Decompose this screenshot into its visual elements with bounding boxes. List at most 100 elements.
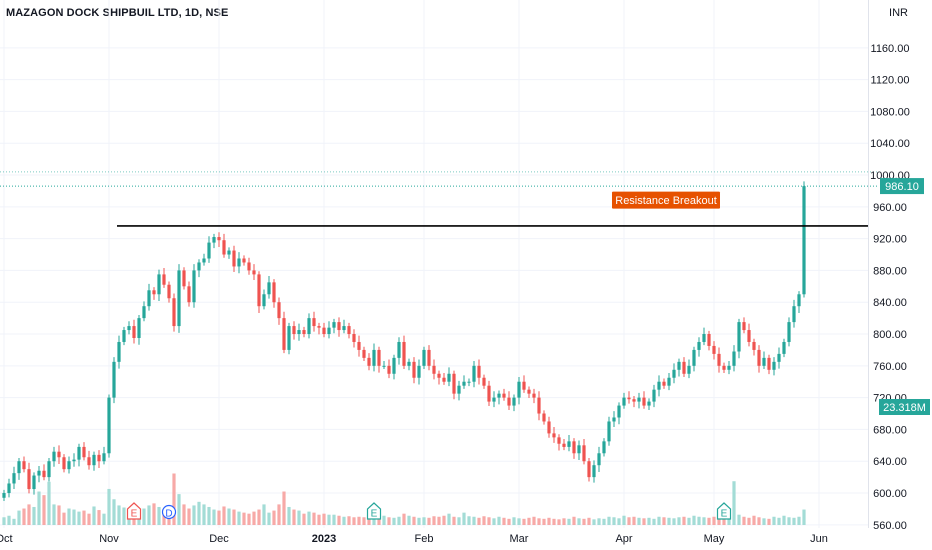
volume-bar — [232, 509, 236, 525]
volume-bar — [312, 512, 316, 525]
earnings-icon — [716, 502, 732, 520]
volume-bar — [237, 511, 241, 525]
candle-body — [372, 349, 376, 366]
volume-bar — [217, 510, 221, 525]
volume-bar — [597, 518, 601, 525]
volume-bar — [722, 518, 726, 525]
volume-bar — [642, 518, 646, 525]
candle-body — [327, 327, 331, 335]
volume-bar — [707, 517, 711, 525]
candle-body — [747, 330, 751, 342]
volume-bar — [477, 517, 481, 525]
candle-body — [692, 349, 696, 366]
volume-bar — [732, 481, 736, 525]
volume-bar — [417, 517, 421, 525]
volume-bar — [657, 516, 661, 525]
candle-body — [532, 393, 536, 398]
volume-bar — [277, 504, 281, 525]
volume-bar — [577, 518, 581, 525]
candle-body — [757, 349, 761, 366]
candle-body — [397, 341, 401, 358]
candle-body — [782, 341, 786, 354]
volume-bar — [787, 517, 791, 525]
candle-body — [187, 286, 191, 303]
event-marker-label: D — [165, 509, 172, 520]
volume-bar — [762, 518, 766, 525]
volume-bar — [482, 516, 486, 525]
volume-bar — [252, 511, 256, 525]
volume-bar — [77, 511, 81, 525]
candle-body — [37, 470, 41, 476]
candle-body — [257, 274, 261, 307]
volume-bar — [647, 517, 651, 525]
volume-bar — [557, 519, 561, 525]
earnings-icon — [126, 502, 142, 520]
volume-bar — [122, 507, 126, 525]
candle-body — [762, 357, 766, 366]
candle-body — [717, 353, 721, 366]
volume-bar — [507, 518, 511, 525]
volume-bar — [317, 514, 321, 525]
volume-bar — [387, 517, 391, 525]
volume-bar — [532, 516, 536, 525]
volume-bar — [692, 515, 696, 525]
volume-bar — [542, 518, 546, 525]
volume-bar — [32, 506, 36, 525]
volume-bar — [152, 503, 156, 525]
candle-body — [612, 417, 616, 422]
event-marker-label: E — [371, 509, 378, 520]
volume-bar — [92, 506, 96, 525]
candle-body — [47, 461, 51, 478]
volume-bar — [47, 481, 51, 525]
candle-body — [742, 322, 746, 331]
candle-body — [472, 365, 476, 382]
candle-body — [597, 453, 601, 466]
volume-bar — [172, 473, 176, 525]
y-tick-label: 840.00 — [873, 297, 907, 309]
candle-body — [702, 334, 706, 342]
annotation-label: Resistance Breakout — [615, 195, 717, 207]
volume-value: 23.318M — [883, 402, 926, 414]
candle-body — [592, 465, 596, 478]
volume-bar — [177, 494, 181, 525]
candle-body — [307, 318, 311, 335]
volume-bar — [342, 516, 346, 525]
candle-body — [777, 353, 781, 362]
y-tick-label: 880.00 — [873, 265, 907, 277]
candle-body — [117, 341, 121, 362]
candle-body — [462, 381, 466, 386]
candle-body — [322, 327, 326, 335]
y-tick-label: 560.00 — [873, 520, 907, 532]
candle-body — [552, 433, 556, 438]
candle-body — [767, 357, 771, 370]
candle-body — [267, 282, 271, 295]
candle-body — [432, 365, 436, 374]
candle-body — [517, 381, 521, 398]
candle-body — [52, 451, 56, 462]
last-price-tag — [880, 178, 924, 195]
event-marker-label: E — [721, 509, 728, 520]
volume-bar — [257, 509, 261, 525]
volume-bar — [767, 518, 771, 525]
y-tick-label: 760.00 — [873, 361, 907, 373]
volume-bar — [467, 516, 471, 525]
candle-body — [527, 389, 531, 394]
volume-bar — [437, 516, 441, 525]
candle-body — [582, 445, 586, 462]
candle-body — [232, 250, 236, 267]
candle-body — [22, 461, 26, 470]
volume-bar — [337, 515, 341, 525]
volume-bar — [737, 514, 741, 525]
volume-bar — [322, 513, 326, 525]
candle-body — [707, 334, 711, 346]
candle-body — [642, 397, 646, 406]
candle-body — [87, 457, 91, 466]
candle-body — [387, 365, 391, 374]
volume-bar — [457, 517, 461, 525]
candle-body — [357, 341, 361, 350]
candle-body — [192, 270, 196, 303]
candle-body — [392, 357, 396, 374]
volume-bar — [57, 505, 61, 525]
volume-bar — [547, 517, 551, 525]
